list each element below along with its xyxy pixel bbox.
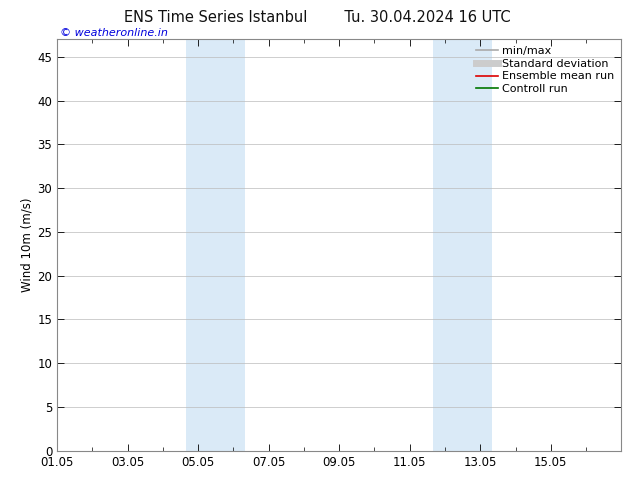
Bar	[434, 39, 492, 451]
Y-axis label: Wind 10m (m/s): Wind 10m (m/s)	[20, 198, 33, 292]
Text: © weatheronline.in: © weatheronline.in	[60, 28, 168, 38]
Bar	[186, 39, 245, 451]
Text: ENS Time Series Istanbul        Tu. 30.04.2024 16 UTC: ENS Time Series Istanbul Tu. 30.04.2024 …	[124, 10, 510, 25]
Legend: min/max, Standard deviation, Ensemble mean run, Controll run: min/max, Standard deviation, Ensemble me…	[471, 42, 619, 98]
